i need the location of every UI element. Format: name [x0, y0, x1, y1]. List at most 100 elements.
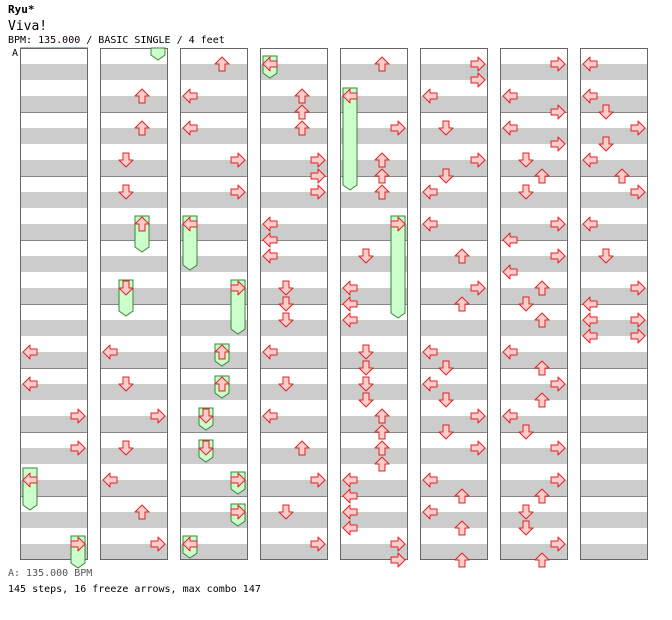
column-frame [500, 48, 568, 560]
beat-stripe [260, 480, 328, 496]
arrow-right-icon [310, 536, 326, 552]
beat-stripe [260, 544, 328, 560]
beat-stripe [420, 256, 488, 272]
arrow-left-icon [422, 472, 438, 488]
arrow-left-icon [262, 248, 278, 264]
arrow-left-icon [342, 488, 358, 504]
beat-stripe [20, 192, 88, 208]
arrow-down-icon [598, 248, 614, 264]
arrow-up-icon [534, 360, 550, 376]
beat-stripe [20, 320, 88, 336]
arrow-up-icon [134, 504, 150, 520]
arrow-left-icon [182, 536, 198, 552]
beat-stripe [580, 352, 648, 368]
beat-stripe [580, 224, 648, 240]
arrow-left-icon [102, 344, 118, 360]
arrow-right-icon [390, 120, 406, 136]
arrow-right-icon [230, 504, 246, 520]
chart-column [580, 48, 648, 560]
arrow-right-icon [550, 56, 566, 72]
arrow-right-icon [390, 536, 406, 552]
arrow-down-icon [518, 504, 534, 520]
beat-stripe [500, 544, 568, 560]
arrow-down-icon [198, 440, 214, 456]
beat-stripe [260, 128, 328, 144]
arrow-up-icon [374, 440, 390, 456]
arrow-left-icon [502, 232, 518, 248]
beat-stripe [580, 448, 648, 464]
column-frame [100, 48, 168, 560]
arrow-right-icon [550, 136, 566, 152]
arrow-down-icon [598, 136, 614, 152]
beat-stripe [260, 96, 328, 112]
beat-stripe [260, 416, 328, 432]
beat-stripe [340, 544, 408, 560]
bpm-marker-label: A [12, 48, 19, 59]
beat-stripe [580, 544, 648, 560]
beat-stripe [580, 64, 648, 80]
freeze-arrow-body [230, 279, 246, 335]
beat-stripe [100, 96, 168, 112]
beat-stripe [100, 288, 168, 304]
arrow-down-icon [518, 152, 534, 168]
beat-stripe [500, 480, 568, 496]
beat-stripe [260, 384, 328, 400]
beat-stripe [20, 96, 88, 112]
arrow-left-icon [342, 472, 358, 488]
arrow-up-icon [534, 552, 550, 568]
beat-stripe [420, 448, 488, 464]
beat-stripe [340, 352, 408, 368]
beat-stripe [20, 128, 88, 144]
arrow-right-icon [230, 472, 246, 488]
arrow-up-icon [134, 216, 150, 232]
arrow-left-icon [582, 56, 598, 72]
beat-stripe [260, 160, 328, 176]
arrow-down-icon [118, 280, 134, 296]
arrow-left-icon [342, 312, 358, 328]
arrow-up-icon [614, 168, 630, 184]
beat-stripe [100, 320, 168, 336]
arrow-down-icon [518, 424, 534, 440]
beat-stripe [500, 128, 568, 144]
arrow-right-icon [550, 472, 566, 488]
arrow-left-icon [262, 216, 278, 232]
arrow-right-icon [550, 104, 566, 120]
arrow-up-icon [454, 488, 470, 504]
arrow-right-icon [230, 280, 246, 296]
arrow-down-icon [438, 360, 454, 376]
beat-stripe [100, 64, 168, 80]
arrow-left-icon [422, 216, 438, 232]
arrow-down-icon [438, 168, 454, 184]
arrow-right-icon [470, 280, 486, 296]
beat-stripe [260, 320, 328, 336]
beat-stripe [420, 64, 488, 80]
arrow-right-icon [150, 536, 166, 552]
arrow-left-icon [582, 88, 598, 104]
arrow-right-icon [630, 312, 646, 328]
beat-stripe [180, 192, 248, 208]
beat-stripe [20, 448, 88, 464]
beat-stripe [260, 448, 328, 464]
arrow-left-icon [582, 216, 598, 232]
arrow-down-icon [518, 184, 534, 200]
arrow-up-icon [534, 280, 550, 296]
beat-stripe [580, 160, 648, 176]
beat-stripe [500, 512, 568, 528]
beat-stripe [180, 352, 248, 368]
arrow-right-icon [550, 216, 566, 232]
arrow-up-icon [454, 552, 470, 568]
arrow-left-icon [582, 328, 598, 344]
arrow-up-icon [294, 104, 310, 120]
arrow-left-icon [422, 184, 438, 200]
beat-stripe [260, 288, 328, 304]
arrow-right-icon [470, 72, 486, 88]
beat-stripe [180, 128, 248, 144]
beat-stripe [580, 416, 648, 432]
beat-stripe [500, 448, 568, 464]
song-title: Viva! [8, 19, 48, 34]
beat-stripe [340, 320, 408, 336]
beat-stripe [580, 192, 648, 208]
arrow-right-icon [630, 280, 646, 296]
arrow-right-icon [630, 184, 646, 200]
arrow-down-icon [518, 520, 534, 536]
